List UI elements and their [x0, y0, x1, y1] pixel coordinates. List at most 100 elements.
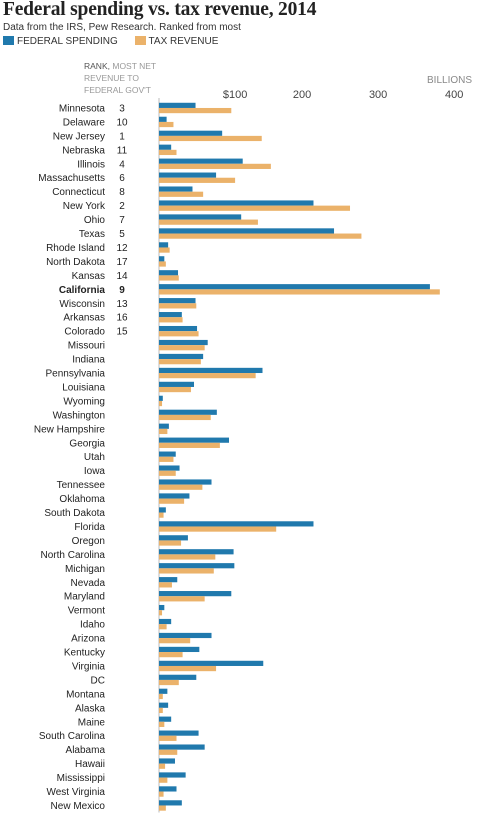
- state-label: Wisconsin: [59, 299, 105, 310]
- rank-label: 10: [116, 117, 128, 128]
- state-label: Maryland: [64, 592, 105, 603]
- spending-bar: [159, 549, 234, 555]
- rank-label: 2: [119, 201, 125, 212]
- revenue-bar: [159, 177, 236, 183]
- rank-label: 6: [119, 173, 125, 184]
- state-label: Nebraska: [62, 145, 105, 156]
- rank-label: 8: [119, 187, 125, 198]
- spending-bar: [159, 744, 205, 750]
- state-label: Nevada: [71, 578, 106, 589]
- spending-bar: [159, 242, 169, 248]
- legend-label-spending: FEDERAL SPENDING: [17, 36, 118, 47]
- state-label: Connecticut: [52, 187, 105, 198]
- revenue-bar: [159, 791, 164, 797]
- rank-label: 11: [117, 145, 128, 156]
- spending-bar: [159, 646, 200, 653]
- state-label: New York: [63, 201, 106, 212]
- state-label: Wyoming: [63, 396, 105, 407]
- state-label: New Hampshire: [34, 424, 106, 435]
- spending-bar: [159, 353, 204, 360]
- legend: FEDERAL SPENDING TAX REVENUE: [3, 36, 232, 47]
- spending-bar: [159, 102, 196, 108]
- spending-bar: [159, 423, 169, 429]
- state-label: West Virginia: [46, 787, 105, 798]
- revenue-bar: [159, 484, 203, 490]
- spending-bar: [159, 674, 197, 680]
- state-label: Louisiana: [62, 382, 105, 393]
- spending-bar: [159, 339, 208, 346]
- chart-subtitle: Data from the IRS, Pew Research. Ranked …: [3, 22, 241, 33]
- state-label: New Jersey: [53, 131, 105, 142]
- revenue-bar: [159, 289, 440, 295]
- state-label: Indiana: [72, 355, 105, 366]
- revenue-bar: [159, 414, 211, 421]
- spending-bar: [159, 144, 172, 150]
- revenue-bar: [159, 568, 214, 574]
- x-tick-label: $100: [223, 89, 247, 101]
- spending-bar: [159, 716, 172, 722]
- state-label: Arizona: [71, 634, 105, 645]
- rank-label: 13: [116, 299, 128, 310]
- revenue-bar: [159, 275, 179, 281]
- state-label: Oregon: [72, 536, 105, 547]
- state-label: Tennessee: [57, 480, 106, 491]
- rank-header-lead: RANK,: [84, 61, 110, 71]
- revenue-bar: [159, 135, 262, 142]
- rank-label: 15: [116, 327, 128, 338]
- legend-item-spending: FEDERAL SPENDING: [3, 36, 121, 47]
- spending-bar: [159, 172, 217, 178]
- rank-label: 3: [119, 103, 125, 114]
- revenue-bar: [159, 247, 170, 253]
- revenue-bar: [159, 554, 216, 560]
- revenue-bar: [159, 317, 183, 323]
- state-label: Ohio: [84, 215, 106, 226]
- state-label: Kentucky: [64, 648, 105, 659]
- rank-label: 16: [116, 313, 128, 324]
- rank-label: 5: [119, 229, 125, 240]
- x-tick-label: 300: [369, 89, 387, 101]
- spending-bar: [159, 437, 230, 443]
- spending-bar: [159, 521, 314, 527]
- revenue-bar: [159, 596, 205, 602]
- revenue-bar: [159, 693, 163, 700]
- revenue-bar: [159, 373, 256, 379]
- revenue-bar: [159, 205, 351, 211]
- state-label: Rhode Island: [46, 243, 105, 254]
- rank-column-header: RANK, MOST NET REVENUE TO FEDERAL GOV'T: [84, 60, 160, 96]
- state-label: Illinois: [77, 159, 105, 170]
- revenue-bar: [159, 652, 183, 658]
- revenue-bar: [159, 261, 166, 267]
- revenue-bar: [159, 400, 163, 407]
- revenue-bar: [159, 638, 191, 644]
- revenue-bar: [159, 610, 163, 616]
- spending-bar: [159, 604, 165, 611]
- spending-bar: [159, 312, 182, 318]
- revenue-bar: [159, 107, 232, 114]
- state-label: Oklahoma: [59, 494, 105, 505]
- legend-swatch-spending: [3, 36, 14, 45]
- state-label: Michigan: [65, 564, 105, 575]
- spending-bar: [159, 493, 190, 499]
- spending-bar: [159, 591, 232, 597]
- state-label: Vermont: [68, 606, 105, 617]
- state-label: Texas: [79, 229, 105, 240]
- revenue-bar: [159, 512, 164, 518]
- revenue-bar: [159, 763, 166, 769]
- revenue-bar: [159, 233, 362, 239]
- spending-bar: [159, 228, 335, 234]
- rank-label: 4: [119, 159, 125, 170]
- revenue-bar: [159, 582, 172, 588]
- revenue-bar: [159, 498, 185, 504]
- rank-label: 17: [116, 257, 128, 268]
- spending-bar: [159, 730, 199, 736]
- revenue-bar: [159, 428, 168, 435]
- spending-bar: [159, 800, 182, 806]
- spending-bar: [159, 158, 243, 164]
- state-label: Kansas: [72, 271, 105, 282]
- revenue-bar: [159, 749, 178, 755]
- spending-bar: [159, 284, 430, 290]
- legend-item-revenue: TAX REVENUE: [134, 36, 218, 47]
- spending-bar: [159, 381, 195, 387]
- spending-bar: [159, 214, 242, 220]
